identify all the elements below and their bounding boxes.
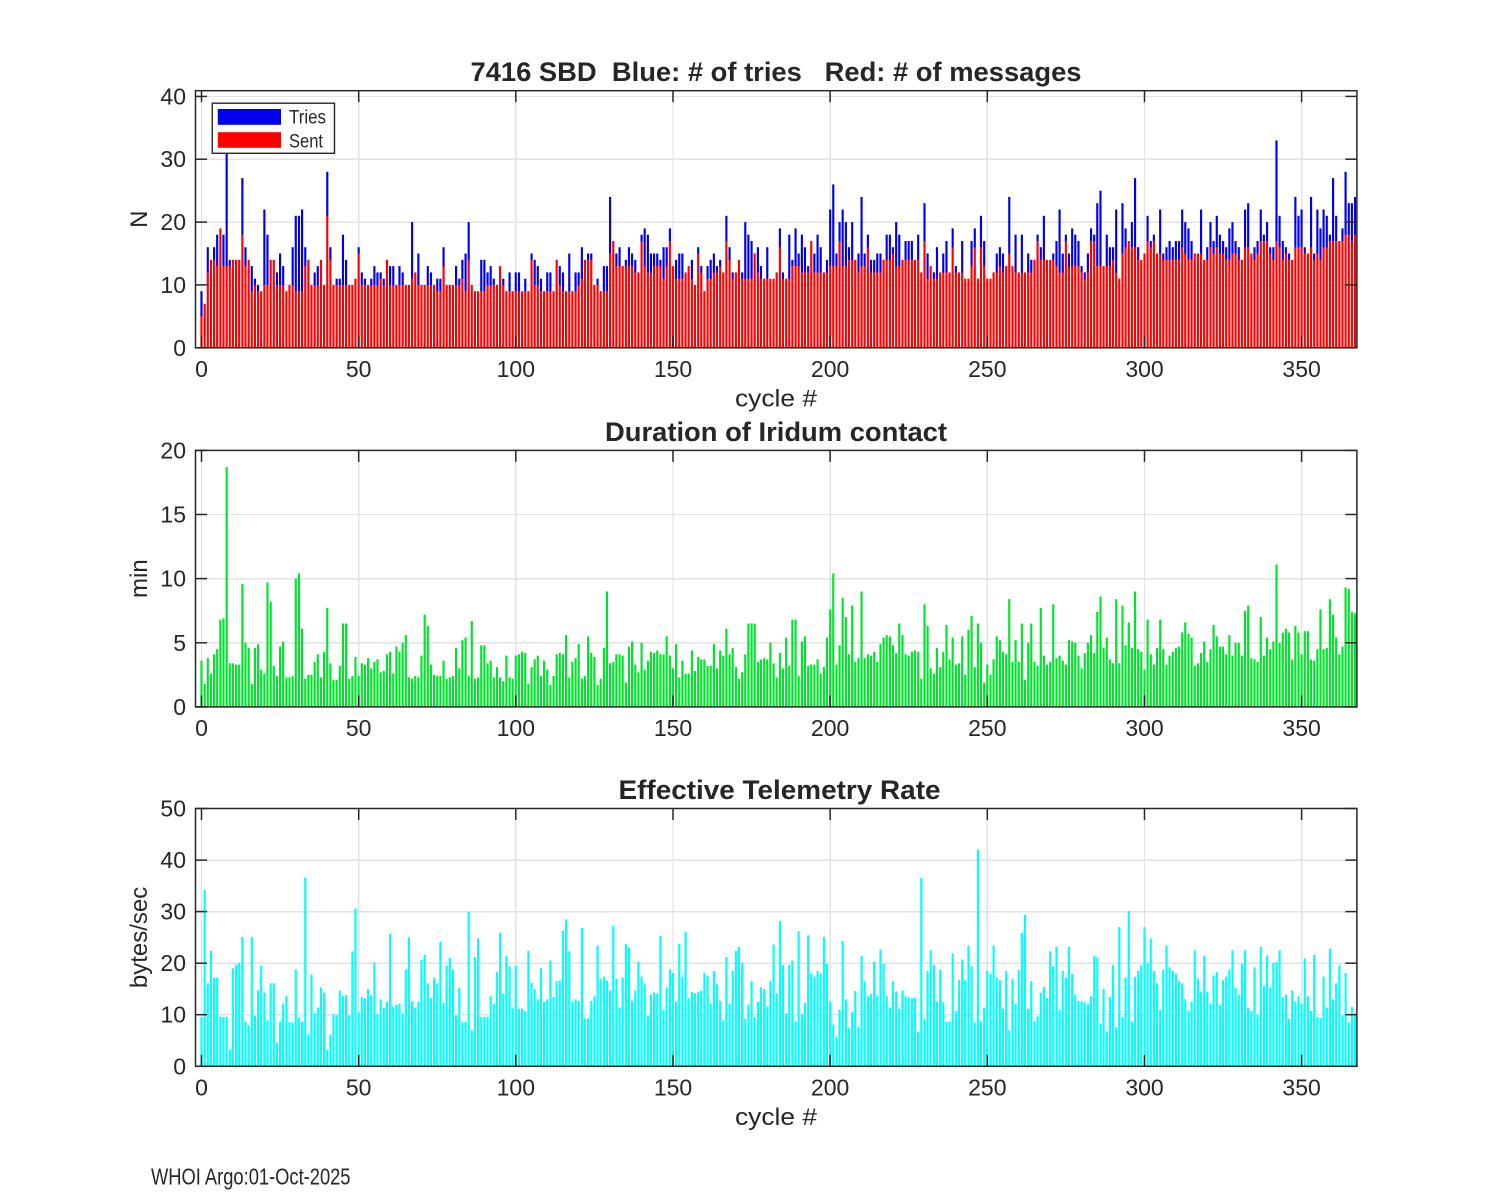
svg-text:20: 20: [160, 950, 186, 976]
svg-text:300: 300: [1125, 1074, 1163, 1100]
svg-text:50: 50: [346, 1074, 372, 1100]
svg-text:40: 40: [160, 847, 186, 873]
svg-text:cycle #: cycle #: [735, 386, 818, 413]
svg-text:100: 100: [497, 356, 535, 382]
svg-text:40: 40: [160, 83, 186, 109]
svg-text:300: 300: [1125, 715, 1163, 741]
svg-text:30: 30: [160, 146, 186, 172]
svg-text:100: 100: [497, 715, 535, 741]
svg-text:min: min: [126, 559, 153, 598]
svg-text:350: 350: [1282, 715, 1320, 741]
svg-text:N: N: [126, 211, 153, 228]
svg-text:10: 10: [160, 272, 186, 298]
svg-text:0: 0: [173, 335, 186, 361]
svg-text:WHOI Argo:01-Oct-2025: WHOI Argo:01-Oct-2025: [151, 1164, 351, 1190]
svg-text:Duration of Iridum contact: Duration of Iridum contact: [605, 417, 947, 447]
svg-text:350: 350: [1282, 1074, 1320, 1100]
svg-text:150: 150: [654, 1074, 692, 1100]
svg-text:0: 0: [173, 1053, 186, 1079]
svg-text:50: 50: [160, 796, 186, 822]
svg-text:0: 0: [195, 1074, 208, 1100]
svg-text:250: 250: [968, 356, 1006, 382]
svg-text:50: 50: [346, 356, 372, 382]
svg-text:200: 200: [811, 356, 849, 382]
svg-text:Tries: Tries: [289, 107, 326, 129]
svg-text:30: 30: [160, 899, 186, 925]
svg-text:15: 15: [160, 502, 186, 528]
svg-text:10: 10: [160, 566, 186, 592]
svg-text:50: 50: [346, 715, 372, 741]
svg-text:200: 200: [811, 1074, 849, 1100]
svg-text:300: 300: [1125, 356, 1163, 382]
svg-text:5: 5: [173, 630, 186, 656]
svg-text:0: 0: [195, 356, 208, 382]
svg-text:20: 20: [160, 209, 186, 235]
svg-text:Effective Telemetry Rate: Effective Telemetry Rate: [619, 775, 941, 805]
svg-text:0: 0: [173, 694, 186, 720]
svg-text:150: 150: [654, 715, 692, 741]
svg-text:7416 SBD Blue: # of tries R: 7416 SBD Blue: # of tries Red: # of mess…: [471, 57, 1082, 87]
svg-text:bytes/sec: bytes/sec: [126, 887, 153, 988]
svg-text:20: 20: [160, 437, 186, 463]
svg-text:250: 250: [968, 715, 1006, 741]
svg-text:cycle #: cycle #: [735, 1104, 818, 1131]
svg-text:100: 100: [497, 1074, 535, 1100]
svg-text:200: 200: [811, 715, 849, 741]
svg-text:Sent: Sent: [289, 131, 323, 153]
svg-text:350: 350: [1282, 356, 1320, 382]
svg-text:150: 150: [654, 356, 692, 382]
svg-text:250: 250: [968, 1074, 1006, 1100]
svg-text:0: 0: [195, 715, 208, 741]
svg-text:10: 10: [160, 1002, 186, 1028]
